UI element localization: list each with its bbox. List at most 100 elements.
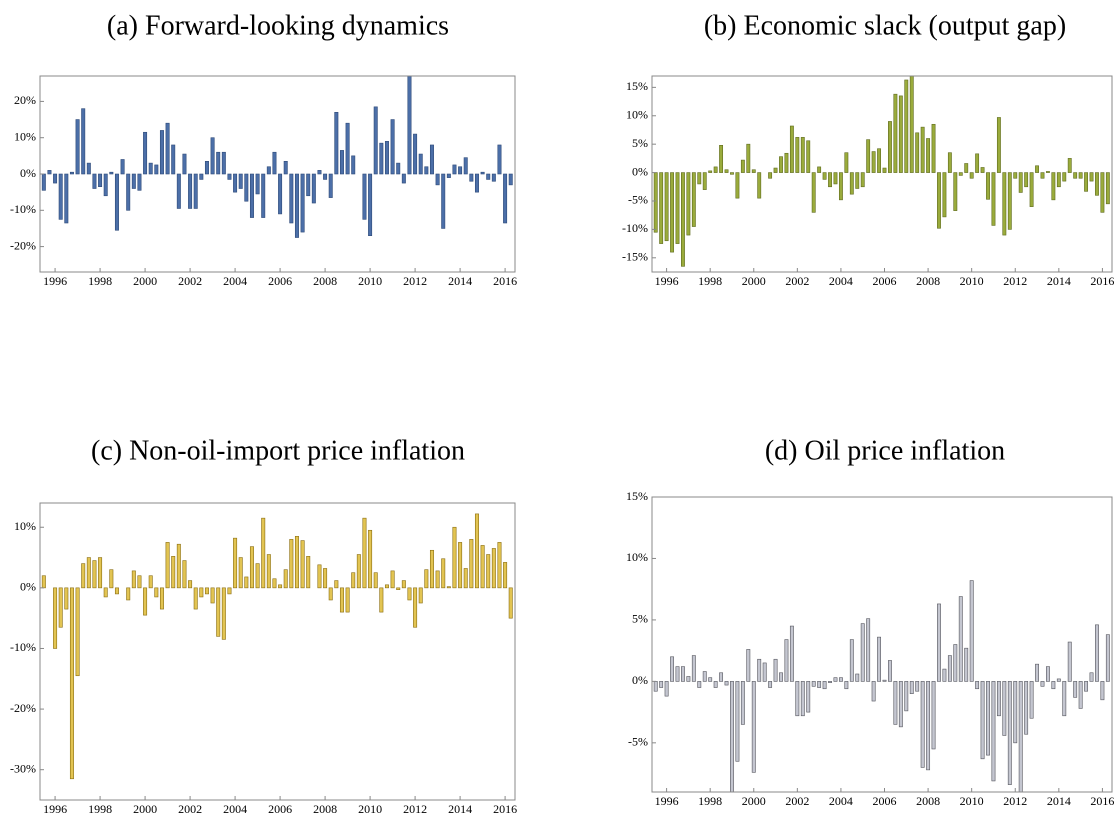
chart-title: (c) Non-oil-import price inflation xyxy=(91,435,465,466)
bar xyxy=(176,173,181,209)
y-tick-label: 5% xyxy=(632,612,648,626)
x-tick-label: 2016 xyxy=(493,802,517,816)
bar xyxy=(1029,681,1034,719)
bar xyxy=(653,681,658,692)
bar xyxy=(413,133,418,175)
y-tick-label: 10% xyxy=(626,108,648,122)
bar xyxy=(41,575,46,589)
y-tick-label: -20% xyxy=(10,701,36,715)
bar xyxy=(811,172,816,213)
bar xyxy=(379,142,384,175)
bar xyxy=(779,156,783,173)
bar xyxy=(947,655,952,682)
bar xyxy=(920,126,925,173)
bar xyxy=(1100,681,1105,701)
bar xyxy=(300,540,305,589)
bar xyxy=(1024,681,1029,735)
bar xyxy=(762,662,767,682)
bar xyxy=(328,173,333,198)
bar xyxy=(702,172,707,190)
bar xyxy=(893,93,898,173)
bar xyxy=(300,173,305,233)
bar xyxy=(165,122,170,175)
bar xyxy=(953,644,958,682)
bar xyxy=(480,545,485,589)
bar xyxy=(103,587,108,598)
x-tick-label: 2008 xyxy=(313,802,337,816)
bar xyxy=(58,173,63,220)
bar xyxy=(653,172,658,233)
bar xyxy=(98,557,103,589)
bar xyxy=(429,549,434,589)
y-tick-label: -30% xyxy=(10,761,36,775)
bar xyxy=(1040,681,1045,687)
bar xyxy=(255,173,260,195)
bar xyxy=(407,587,412,601)
bar xyxy=(193,587,198,610)
bar xyxy=(991,172,996,226)
x-tick-label: 2014 xyxy=(1047,274,1071,288)
x-tick-label: 2002 xyxy=(178,802,202,816)
bar xyxy=(991,681,996,782)
bar xyxy=(120,159,125,175)
x-tick-label: 1996 xyxy=(655,794,679,808)
bar xyxy=(491,173,496,182)
bar xyxy=(368,173,373,237)
bar xyxy=(418,153,423,175)
y-tick-label: -20% xyxy=(10,238,36,252)
bar xyxy=(401,173,406,184)
bar xyxy=(469,173,474,182)
y-tick-label: -10% xyxy=(10,640,36,654)
bar xyxy=(1089,172,1094,182)
chart-panel: (c) Non-oil-import price inflation -30% -2… xyxy=(10,435,517,815)
y-tick-label: -5% xyxy=(628,193,648,207)
x-tick-label: 2000 xyxy=(742,794,766,808)
bar xyxy=(931,123,936,173)
x-tick-label: 2016 xyxy=(1090,794,1114,808)
plot-frame xyxy=(39,502,516,801)
x-tick-label: 2010 xyxy=(358,274,382,288)
bar xyxy=(817,681,822,688)
bar xyxy=(58,587,63,628)
bar xyxy=(1078,681,1083,709)
bar xyxy=(751,681,756,773)
bar xyxy=(795,137,800,173)
bar xyxy=(137,173,142,191)
bar xyxy=(283,569,288,589)
bar xyxy=(480,171,485,175)
bar xyxy=(784,639,789,682)
bar xyxy=(888,660,892,682)
bar xyxy=(131,173,136,189)
bar xyxy=(238,173,243,189)
bar xyxy=(1084,172,1089,192)
x-tick-label: 1998 xyxy=(698,274,722,288)
bar xyxy=(860,172,865,188)
bar xyxy=(882,167,887,173)
x-tick-label: 2010 xyxy=(960,274,984,288)
bar xyxy=(746,649,751,682)
bar xyxy=(368,529,373,589)
bar xyxy=(980,167,985,173)
bar xyxy=(719,145,724,173)
bar xyxy=(1035,165,1039,173)
bar xyxy=(659,681,664,688)
bar xyxy=(75,587,80,677)
bar xyxy=(691,655,696,682)
bar xyxy=(435,173,440,186)
bar xyxy=(418,587,423,604)
bar xyxy=(871,151,876,173)
bar xyxy=(289,539,294,589)
bar xyxy=(379,587,384,613)
bar xyxy=(1007,172,1012,230)
bar xyxy=(697,172,702,185)
x-tick-label: 2014 xyxy=(448,802,472,816)
bar xyxy=(751,169,756,173)
bar xyxy=(148,162,153,175)
bar xyxy=(126,587,131,601)
bar xyxy=(154,164,159,175)
y-tick-label: -5% xyxy=(628,735,648,749)
bar xyxy=(373,106,378,175)
bar xyxy=(373,572,378,589)
bar xyxy=(458,542,463,589)
bar xyxy=(686,676,691,682)
